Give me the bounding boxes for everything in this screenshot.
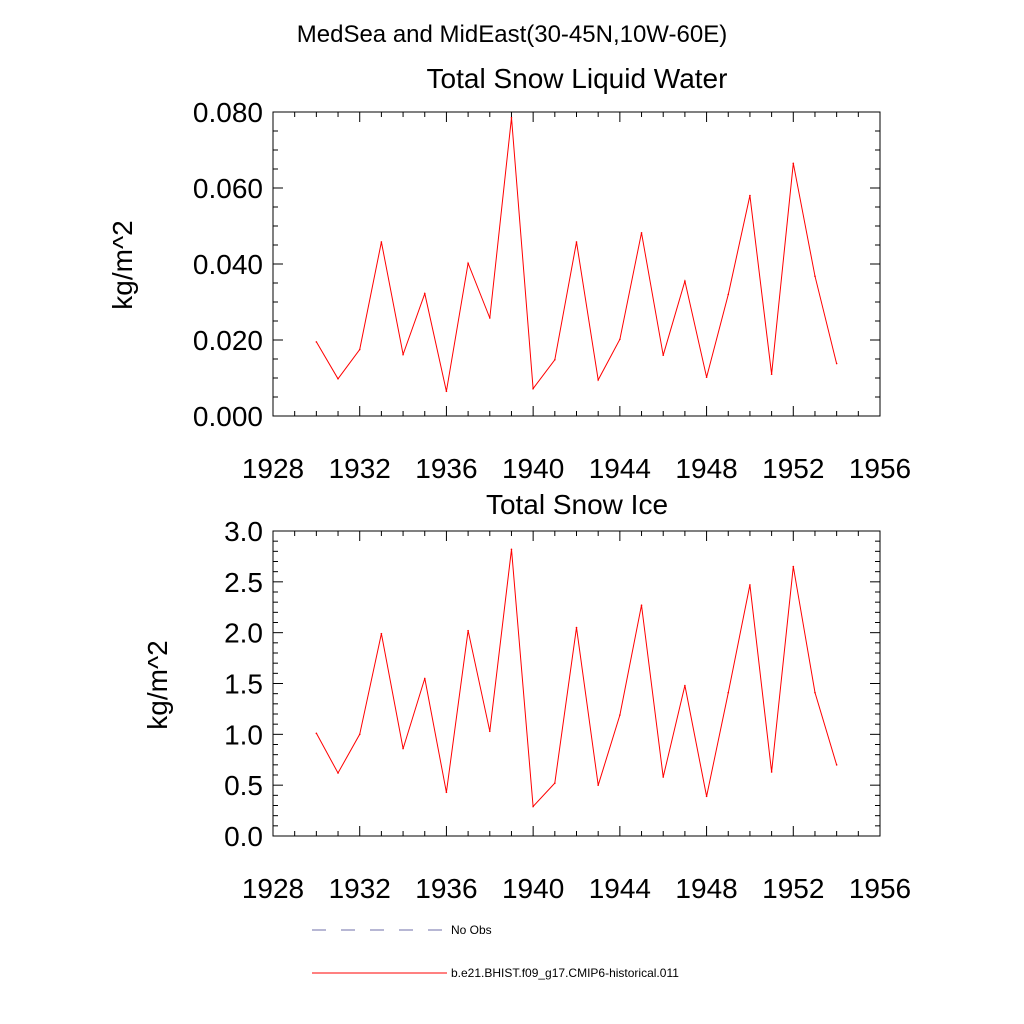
x-tick-label: 1948 (675, 873, 737, 904)
x-tick-label: 1932 (329, 873, 391, 904)
x-tick-label: 1940 (502, 873, 564, 904)
plot-area: 1928 1932 1936 1940 1944 1948 1952 1956 0.000 0.0… (193, 97, 911, 484)
data-point (835, 764, 838, 766)
data-point (402, 747, 404, 750)
data-point (575, 241, 578, 243)
x-tick-label: 1940 (502, 453, 564, 484)
data-point (445, 390, 448, 393)
x-tick-label: 1956 (849, 873, 911, 904)
legend: No Obs b.e21.BHIST.f09_g17.CMIP6-histori… (312, 923, 679, 980)
data-point (467, 262, 469, 265)
data-point (792, 565, 795, 568)
data-point (597, 379, 599, 381)
data-point (554, 782, 556, 784)
y-tick-label: 1.5 (224, 669, 263, 700)
data-point (835, 362, 838, 365)
data-point (315, 341, 318, 343)
data-point (488, 730, 491, 733)
data-point (662, 776, 665, 778)
plot-area: 1928 1932 1936 1940 1944 1948 1952 1956 0.0 0.5 1.… (224, 516, 911, 904)
x-tick-label: 1936 (415, 453, 477, 484)
data-point (619, 338, 621, 341)
x-tick-label: 1952 (762, 453, 824, 484)
data-point (770, 373, 773, 376)
y-tick-label: 0.5 (224, 770, 263, 801)
data-point (597, 784, 599, 786)
data-point (727, 293, 730, 296)
chart-title: Total Snow Ice (486, 489, 668, 520)
data-point (684, 280, 686, 282)
data-point (662, 354, 665, 357)
data-point (315, 732, 318, 735)
legend-label-no-obs: No Obs (451, 923, 492, 937)
data-point (749, 584, 751, 586)
chart-panel-snow-liquid-water: Total Snow Liquid Water kg/m^2 1928 1932 1… (107, 63, 911, 484)
data-point (488, 317, 491, 319)
x-tick-label: 1928 (242, 453, 304, 484)
x-tick-label: 1956 (849, 453, 911, 484)
y-tick-label: 0.080 (193, 97, 263, 128)
y-tick-label: 1.0 (224, 719, 263, 750)
data-point (814, 691, 816, 694)
x-tick-label: 1952 (762, 873, 824, 904)
data-point (814, 275, 816, 277)
chart-panel-snow-ice: Total Snow Ice kg/m^2 1928 1932 1936 1940 19… (142, 489, 911, 904)
y-axis-label: kg/m^2 (107, 220, 138, 309)
data-point (554, 358, 556, 361)
data-point (510, 116, 513, 119)
chart-title: Total Snow Liquid Water (427, 63, 728, 94)
data-point (705, 376, 708, 379)
data-point (337, 377, 339, 380)
y-tick-label: 2.5 (224, 567, 263, 598)
data-point (619, 714, 621, 716)
data-point (402, 353, 404, 356)
x-tick-label: 1936 (415, 873, 477, 904)
x-tick-label: 1944 (589, 453, 651, 484)
x-tick-label: 1944 (589, 873, 651, 904)
data-point (684, 684, 686, 687)
data-point (445, 791, 448, 794)
x-tick-label: 1932 (329, 453, 391, 484)
data-point (640, 604, 643, 607)
data-point (575, 626, 578, 629)
x-tick-label: 1928 (242, 873, 304, 904)
data-point (358, 348, 361, 351)
y-tick-label: 3.0 (224, 516, 263, 547)
data-point (705, 795, 708, 798)
data-point (423, 677, 426, 680)
y-tick-label: 0.060 (193, 173, 263, 204)
data-point (749, 194, 751, 197)
data-point (727, 691, 730, 694)
x-tick-label: 1948 (675, 453, 737, 484)
y-tick-label: 0.000 (193, 401, 263, 432)
data-point (640, 232, 643, 234)
data-point (532, 805, 534, 808)
y-tick-label: 0.040 (193, 249, 263, 280)
data-point (337, 772, 339, 774)
data-point (380, 241, 383, 243)
y-tick-label: 2.0 (224, 618, 263, 649)
data-point (467, 629, 469, 632)
data-point (532, 387, 534, 390)
data-point (358, 733, 361, 736)
y-tick-label: 0.0 (224, 821, 263, 852)
data-point (380, 632, 383, 635)
y-tick-label: 0.020 (193, 325, 263, 356)
data-point (770, 771, 773, 773)
data-point (510, 548, 513, 551)
legend-label-model-run: b.e21.BHIST.f09_g17.CMIP6-historical.011 (451, 966, 679, 980)
y-axis-label: kg/m^2 (142, 640, 173, 729)
figure-title: MedSea and MidEast(30-45N,10W-60E) (297, 21, 727, 48)
data-point (423, 292, 426, 295)
data-point (792, 162, 795, 165)
